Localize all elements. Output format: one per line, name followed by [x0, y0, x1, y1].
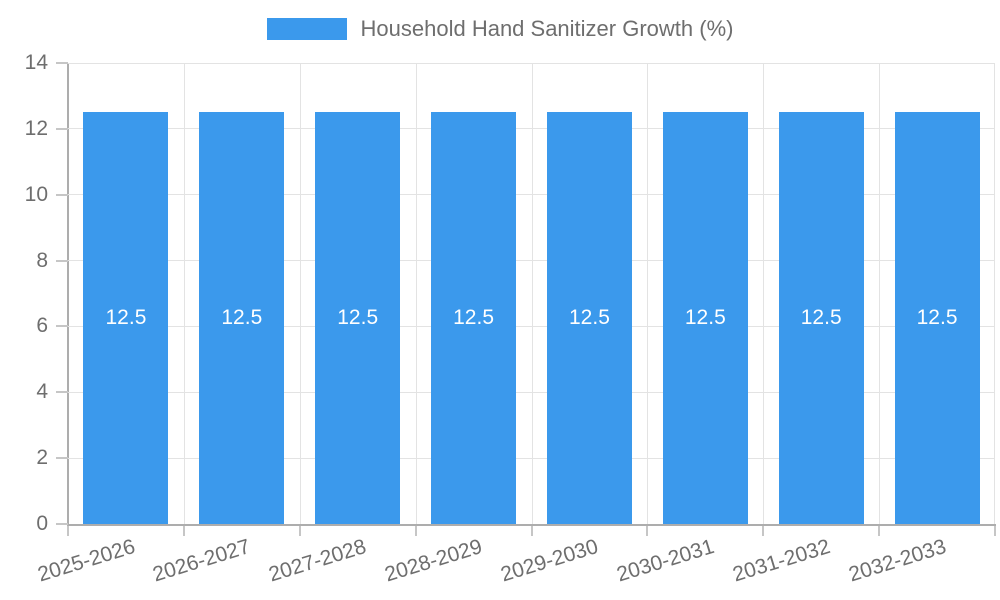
x-axis-tick	[67, 526, 69, 536]
x-axis-label: 2030-2031	[613, 535, 717, 587]
x-axis-label: 2027-2028	[266, 535, 370, 587]
x-axis-label: 2032-2033	[845, 535, 949, 587]
gridline-vertical	[299, 63, 301, 524]
x-axis-label: 2031-2032	[729, 535, 833, 587]
x-axis-label: 2026-2027	[150, 535, 254, 587]
bar[interactable]	[546, 112, 632, 524]
gridline-vertical	[994, 63, 995, 524]
y-axis-tick	[56, 193, 68, 196]
y-axis-label: 2	[36, 446, 48, 470]
y-axis-tick	[56, 62, 68, 64]
gridline-vertical	[415, 63, 417, 524]
bar-value-label: 12.5	[800, 306, 842, 330]
x-axis-tick	[298, 526, 301, 536]
legend-label: Household Hand Sanitizer Growth (%)	[360, 16, 734, 41]
y-axis-label: 8	[36, 248, 48, 272]
y-axis-label: 4	[36, 380, 48, 404]
x-axis-label: 2028-2029	[382, 535, 485, 587]
bar-value-label: 12.5	[221, 306, 263, 330]
bar-value-label: 12.5	[684, 306, 726, 330]
x-axis-tick	[878, 526, 881, 536]
bar[interactable]	[778, 112, 864, 524]
x-axis-tick	[530, 526, 533, 536]
y-axis-tick	[56, 391, 68, 394]
bar-value-label: 12.5	[337, 306, 379, 330]
y-axis-tick	[56, 127, 68, 130]
x-axis-tick	[994, 526, 996, 536]
bar[interactable]	[315, 112, 401, 524]
gridline-vertical	[879, 63, 881, 524]
x-axis-label: 2025-2026	[34, 535, 138, 587]
x-axis-tick	[762, 526, 765, 536]
x-axis-label: 2029-2030	[498, 535, 601, 587]
bar-value-label: 12.5	[569, 306, 610, 330]
y-axis-label: 14	[24, 51, 48, 74]
bar[interactable]	[199, 112, 285, 524]
bar[interactable]	[83, 112, 169, 524]
plot-area: 12.5 12.5 12.5 12.5 12.5 12.5 12.5 12.5	[67, 62, 996, 526]
bar-value-label: 12.5	[453, 306, 494, 330]
y-axis-tick	[56, 259, 68, 262]
gridline-vertical	[647, 63, 649, 524]
bar-value-label: 12.5	[916, 306, 958, 330]
bar-value-label: 12.5	[105, 306, 147, 330]
y-axis-tick	[56, 457, 68, 460]
legend-item[interactable]: Household Hand Sanitizer Growth (%)	[266, 16, 734, 42]
y-axis-tick	[56, 523, 68, 525]
legend-swatch-icon	[266, 18, 347, 40]
x-axis-tick	[414, 526, 417, 536]
bar[interactable]	[894, 112, 980, 524]
y-axis-label: 0	[36, 512, 48, 535]
gridline-vertical	[183, 63, 185, 524]
y-axis-label: 12	[24, 116, 48, 140]
gridline-vertical	[531, 63, 533, 524]
bar[interactable]	[431, 112, 517, 524]
x-axis-tick	[182, 526, 185, 536]
bar[interactable]	[662, 112, 748, 524]
y-axis-tick	[56, 325, 68, 328]
y-axis-line	[67, 63, 69, 525]
chart-legend: Household Hand Sanitizer Growth (%)	[0, 16, 1000, 42]
y-axis-label: 10	[24, 182, 48, 206]
gridline-vertical	[763, 63, 765, 524]
y-axis-label: 6	[36, 314, 48, 338]
x-axis-tick	[646, 526, 649, 536]
x-axis-line	[67, 524, 996, 526]
